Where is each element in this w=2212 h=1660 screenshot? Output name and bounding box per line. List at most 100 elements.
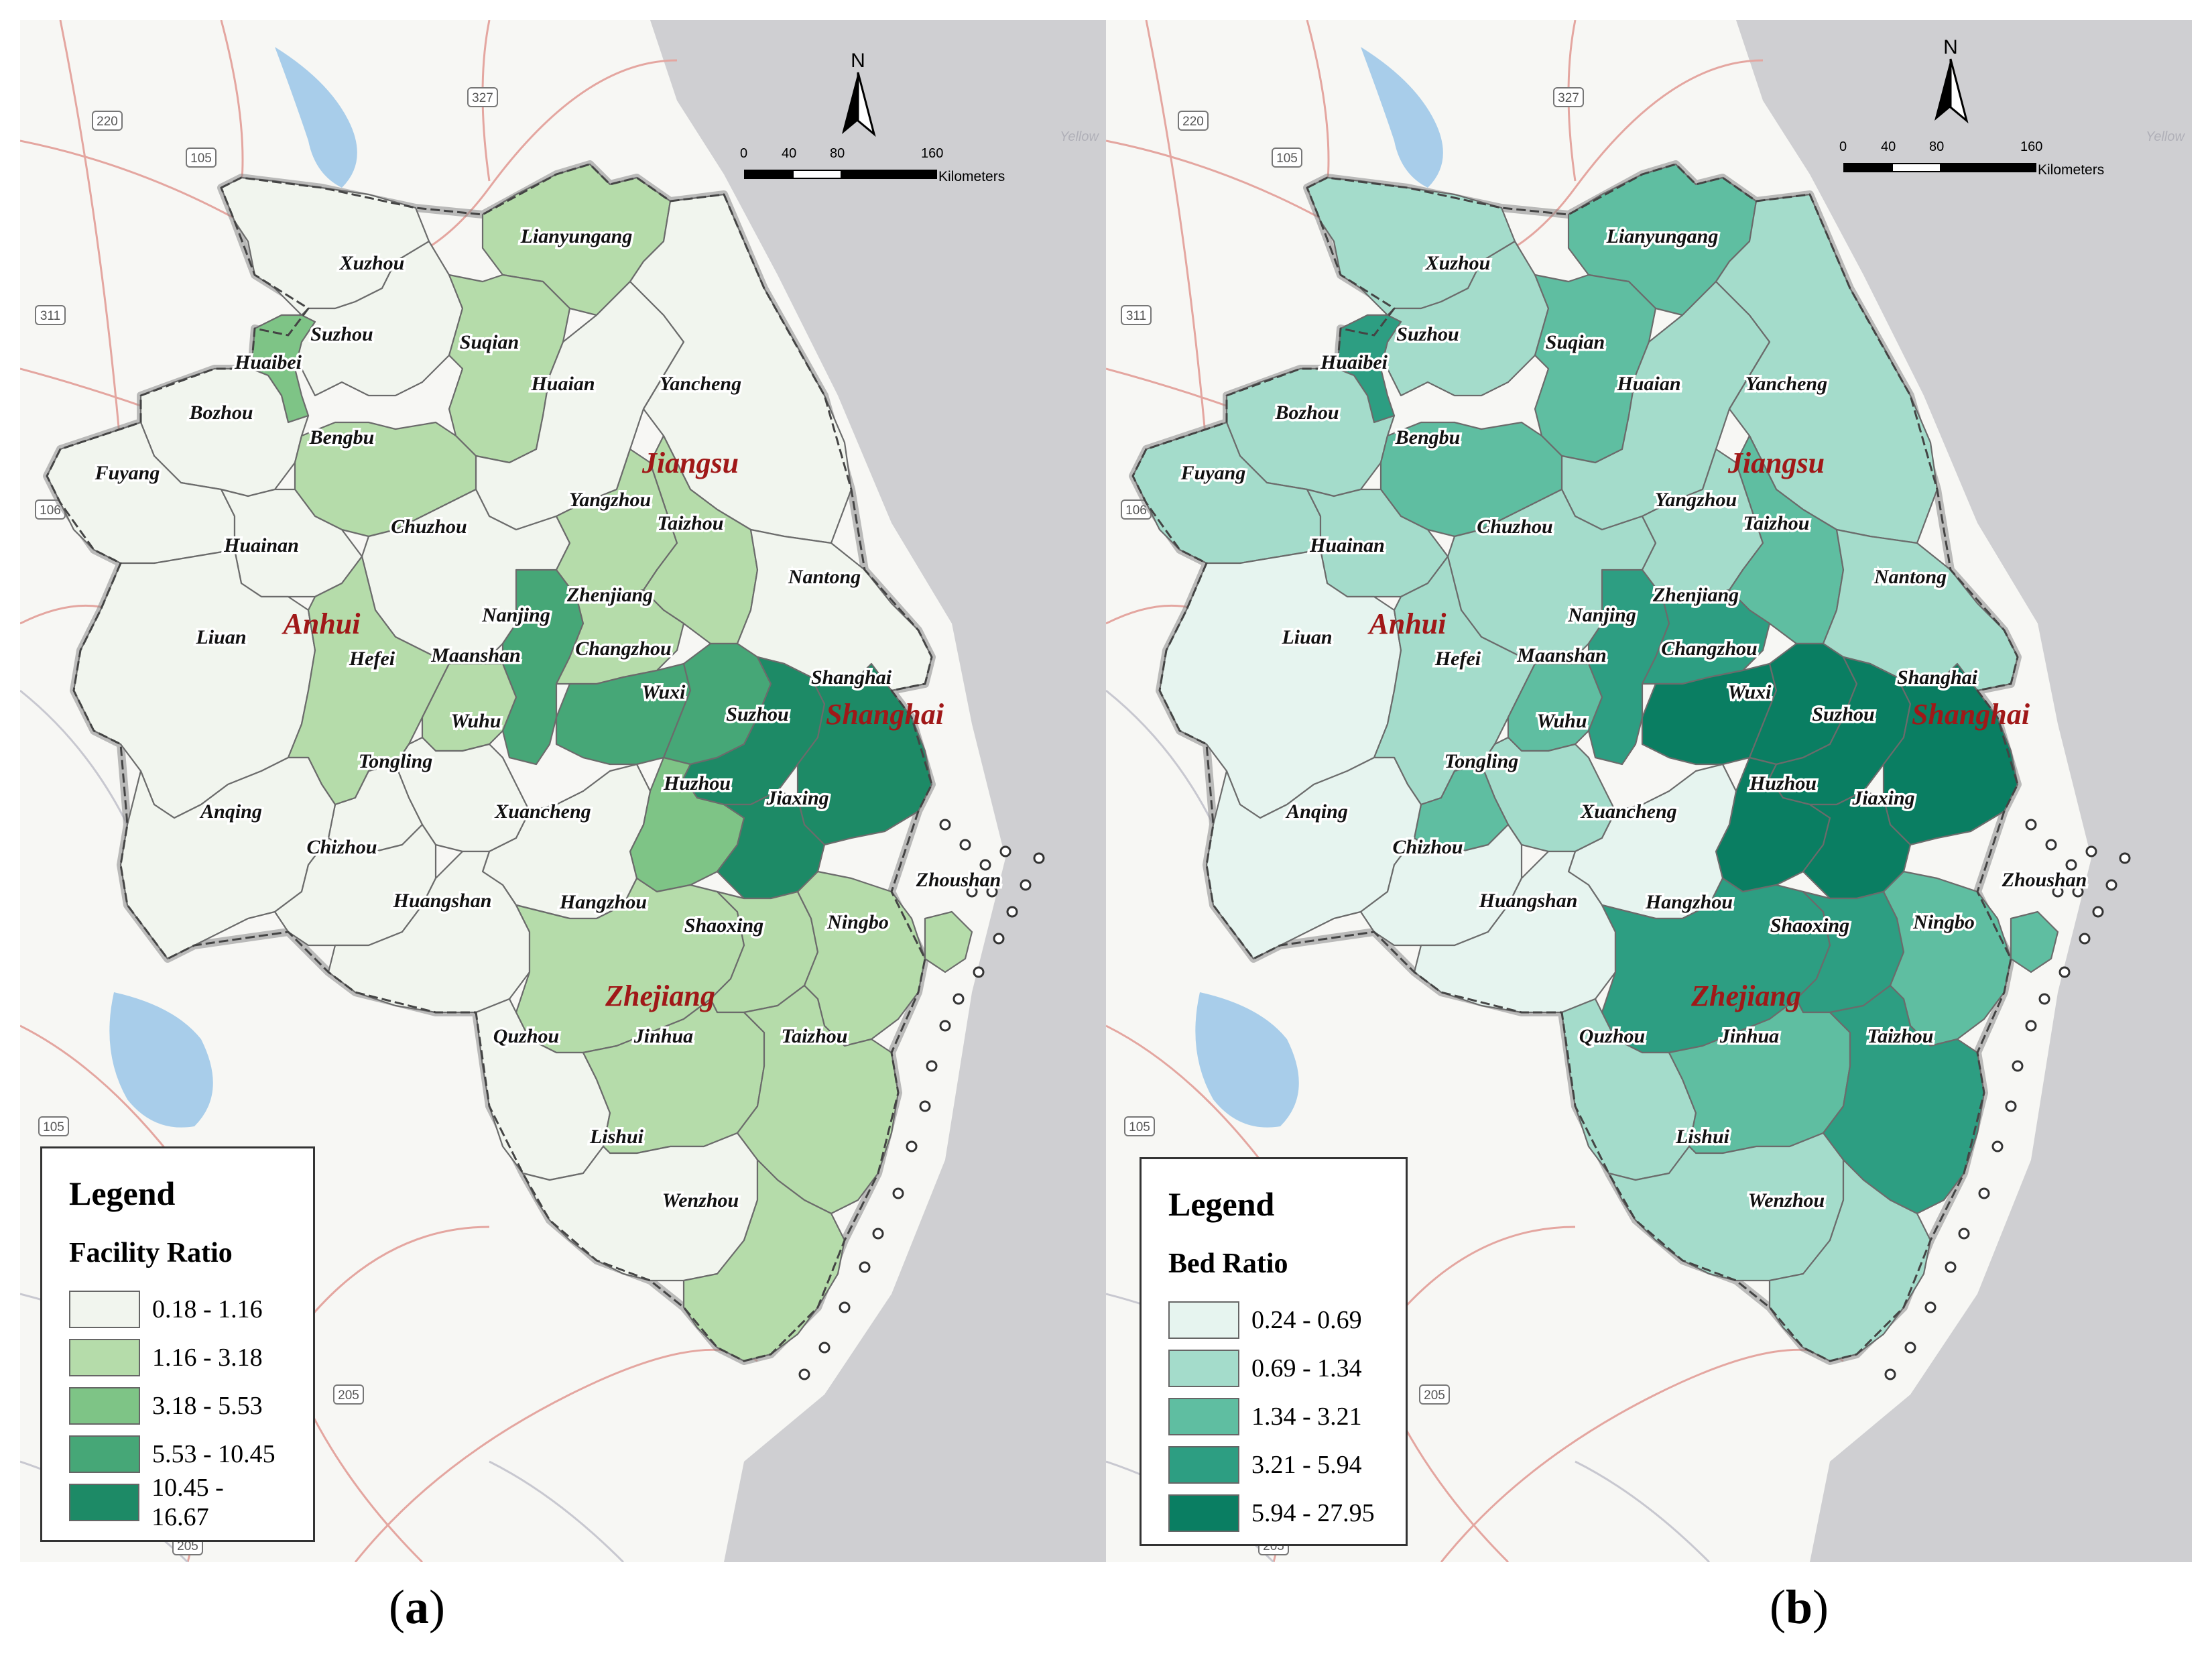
- legend-class-4: 5.53 - 10.45: [69, 1430, 286, 1478]
- region-shanghai: [1882, 662, 2019, 846]
- scale-bar-graphic: [744, 170, 937, 179]
- north-arrow-icon: N: [842, 50, 876, 137]
- road-shield: 105: [1124, 1116, 1155, 1136]
- city-label: Huainan: [223, 534, 299, 556]
- city-label: Chuzhou: [1477, 516, 1552, 538]
- city-label: Maanshan: [1516, 644, 1606, 666]
- city-label: Wuhu: [450, 710, 501, 732]
- scale-tick-0: 0: [740, 146, 748, 161]
- caption-a: (a): [389, 1580, 445, 1634]
- city-label: Huainan: [1309, 534, 1385, 556]
- legend-swatch: [69, 1435, 140, 1473]
- island: [2065, 859, 2077, 871]
- region-taizhou-j: [1728, 434, 1845, 645]
- island: [2085, 845, 2097, 857]
- caption-letter: b: [1785, 1580, 1813, 1634]
- city-label: Shaoxing: [1770, 914, 1849, 937]
- province-label: Anhui: [282, 607, 361, 640]
- legend-range: 10.45 - 16.67: [151, 1474, 224, 1531]
- road-shield-number: 205: [177, 1539, 198, 1553]
- sea-label: Yellow: [1060, 129, 1099, 144]
- map-panel-b: 220327105311106312105205205YellowXuzhouL…: [1106, 20, 2192, 1562]
- scale-tick-80: 80: [1929, 139, 1945, 154]
- road-line-minor: [1106, 689, 1215, 825]
- road-shield: 327: [467, 87, 498, 107]
- city-label: Xuzhou: [1425, 252, 1491, 274]
- island: [1904, 1342, 1916, 1354]
- city-label: Fuyang: [1180, 462, 1246, 484]
- island: [1991, 1140, 2004, 1152]
- province-label: Shanghai: [1912, 698, 2030, 731]
- island: [872, 1228, 884, 1240]
- legend-swatch: [69, 1291, 140, 1328]
- map-svg-a: 220327105311106312105205205YellowXuzhouL…: [20, 20, 1106, 1562]
- city-label: Hangzhou: [1645, 891, 1733, 913]
- legend-swatch: [1168, 1350, 1239, 1387]
- north-label: N: [851, 50, 865, 72]
- road-shield: 105: [186, 147, 217, 168]
- island: [993, 933, 1005, 945]
- road-shield: 205: [333, 1384, 364, 1405]
- region-chizhou: [1359, 823, 1523, 947]
- legend-swatch: [1168, 1446, 1239, 1484]
- legend-class-1: 0.24 - 0.69: [1168, 1296, 1379, 1344]
- legend-range: 5.53 - 10.45: [152, 1440, 275, 1468]
- city-label: Suqian: [1546, 331, 1605, 353]
- island: [2105, 879, 2117, 891]
- region-shanghai: [796, 662, 933, 846]
- road-shield-number: 105: [1129, 1120, 1150, 1134]
- legend-swatch: [1168, 1398, 1239, 1435]
- legend-class-5: 10.45 - 16.67: [69, 1474, 286, 1531]
- city-label: Yancheng: [1745, 373, 1827, 395]
- island: [1978, 1187, 1990, 1199]
- legend-range: 3.18 - 5.53: [152, 1392, 263, 1420]
- legend-range: 1.16 - 3.18: [152, 1344, 263, 1372]
- caption-letter: a: [404, 1580, 429, 1634]
- city-label: Huaibei: [1320, 351, 1388, 373]
- city-label: Lianyungang: [1606, 225, 1719, 247]
- road-shield-number: 105: [1276, 152, 1298, 166]
- road-shield: 327: [1553, 87, 1584, 107]
- region-ningbo: [796, 870, 926, 1047]
- city-label: Huaian: [1616, 373, 1680, 395]
- scale-bar-b: 0 40 80 160 Kilometers: [1839, 139, 2104, 178]
- map-panel-a: 220327105311106312105205205YellowXuzhouL…: [20, 20, 1106, 1562]
- legend-class-3: 3.18 - 5.53: [69, 1382, 286, 1430]
- city-label: Shanghai: [1897, 666, 1978, 689]
- legend-range: 1.34 - 3.21: [1251, 1403, 1362, 1431]
- city-label: Nantong: [1873, 566, 1947, 588]
- island: [973, 966, 985, 978]
- north-label: N: [1943, 36, 1958, 58]
- road-line-minor: [1575, 1460, 1711, 1562]
- legend-class-4: 3.21 - 5.94: [1168, 1441, 1379, 1489]
- city-label: Suzhou: [1812, 703, 1874, 725]
- city-label: Tongling: [359, 750, 433, 772]
- island: [859, 1261, 871, 1273]
- region-chizhou: [273, 823, 437, 947]
- north-arrow-icon: N: [1934, 36, 1969, 124]
- city-label: Chuzhou: [391, 516, 467, 538]
- road-line: [59, 20, 122, 450]
- city-label: Suzhou: [1396, 323, 1459, 345]
- road-shield-number: 220: [1182, 115, 1204, 129]
- road-shield-number: 220: [97, 115, 118, 129]
- road-line: [354, 1348, 758, 1562]
- island: [2059, 966, 2071, 978]
- city-label: Chizhou: [1392, 836, 1463, 858]
- city-label: Maanshan: [430, 644, 520, 666]
- city-label: Huaibei: [234, 351, 302, 373]
- city-label: Liuan: [1281, 626, 1332, 648]
- legend-a: Legend Facility Ratio 0.18 - 1.16 1.16 -…: [40, 1146, 315, 1542]
- city-label: Quzhou: [493, 1025, 559, 1047]
- legend-class-5: 5.94 - 27.95: [1168, 1489, 1379, 1537]
- road-line: [1306, 20, 1330, 188]
- road-shield-number: 105: [43, 1120, 64, 1134]
- city-label: Wenzhou: [1748, 1189, 1825, 1211]
- city-label: Huaian: [530, 373, 595, 395]
- city-label: Huangshan: [1479, 890, 1578, 912]
- province-label: Anhui: [1367, 607, 1447, 640]
- map-svg-b: 220327105311106312105205205YellowXuzhouL…: [1106, 20, 2192, 1562]
- lake-hongze: [275, 47, 357, 188]
- city-label: Nantong: [788, 566, 861, 588]
- road-line-minor: [20, 689, 129, 825]
